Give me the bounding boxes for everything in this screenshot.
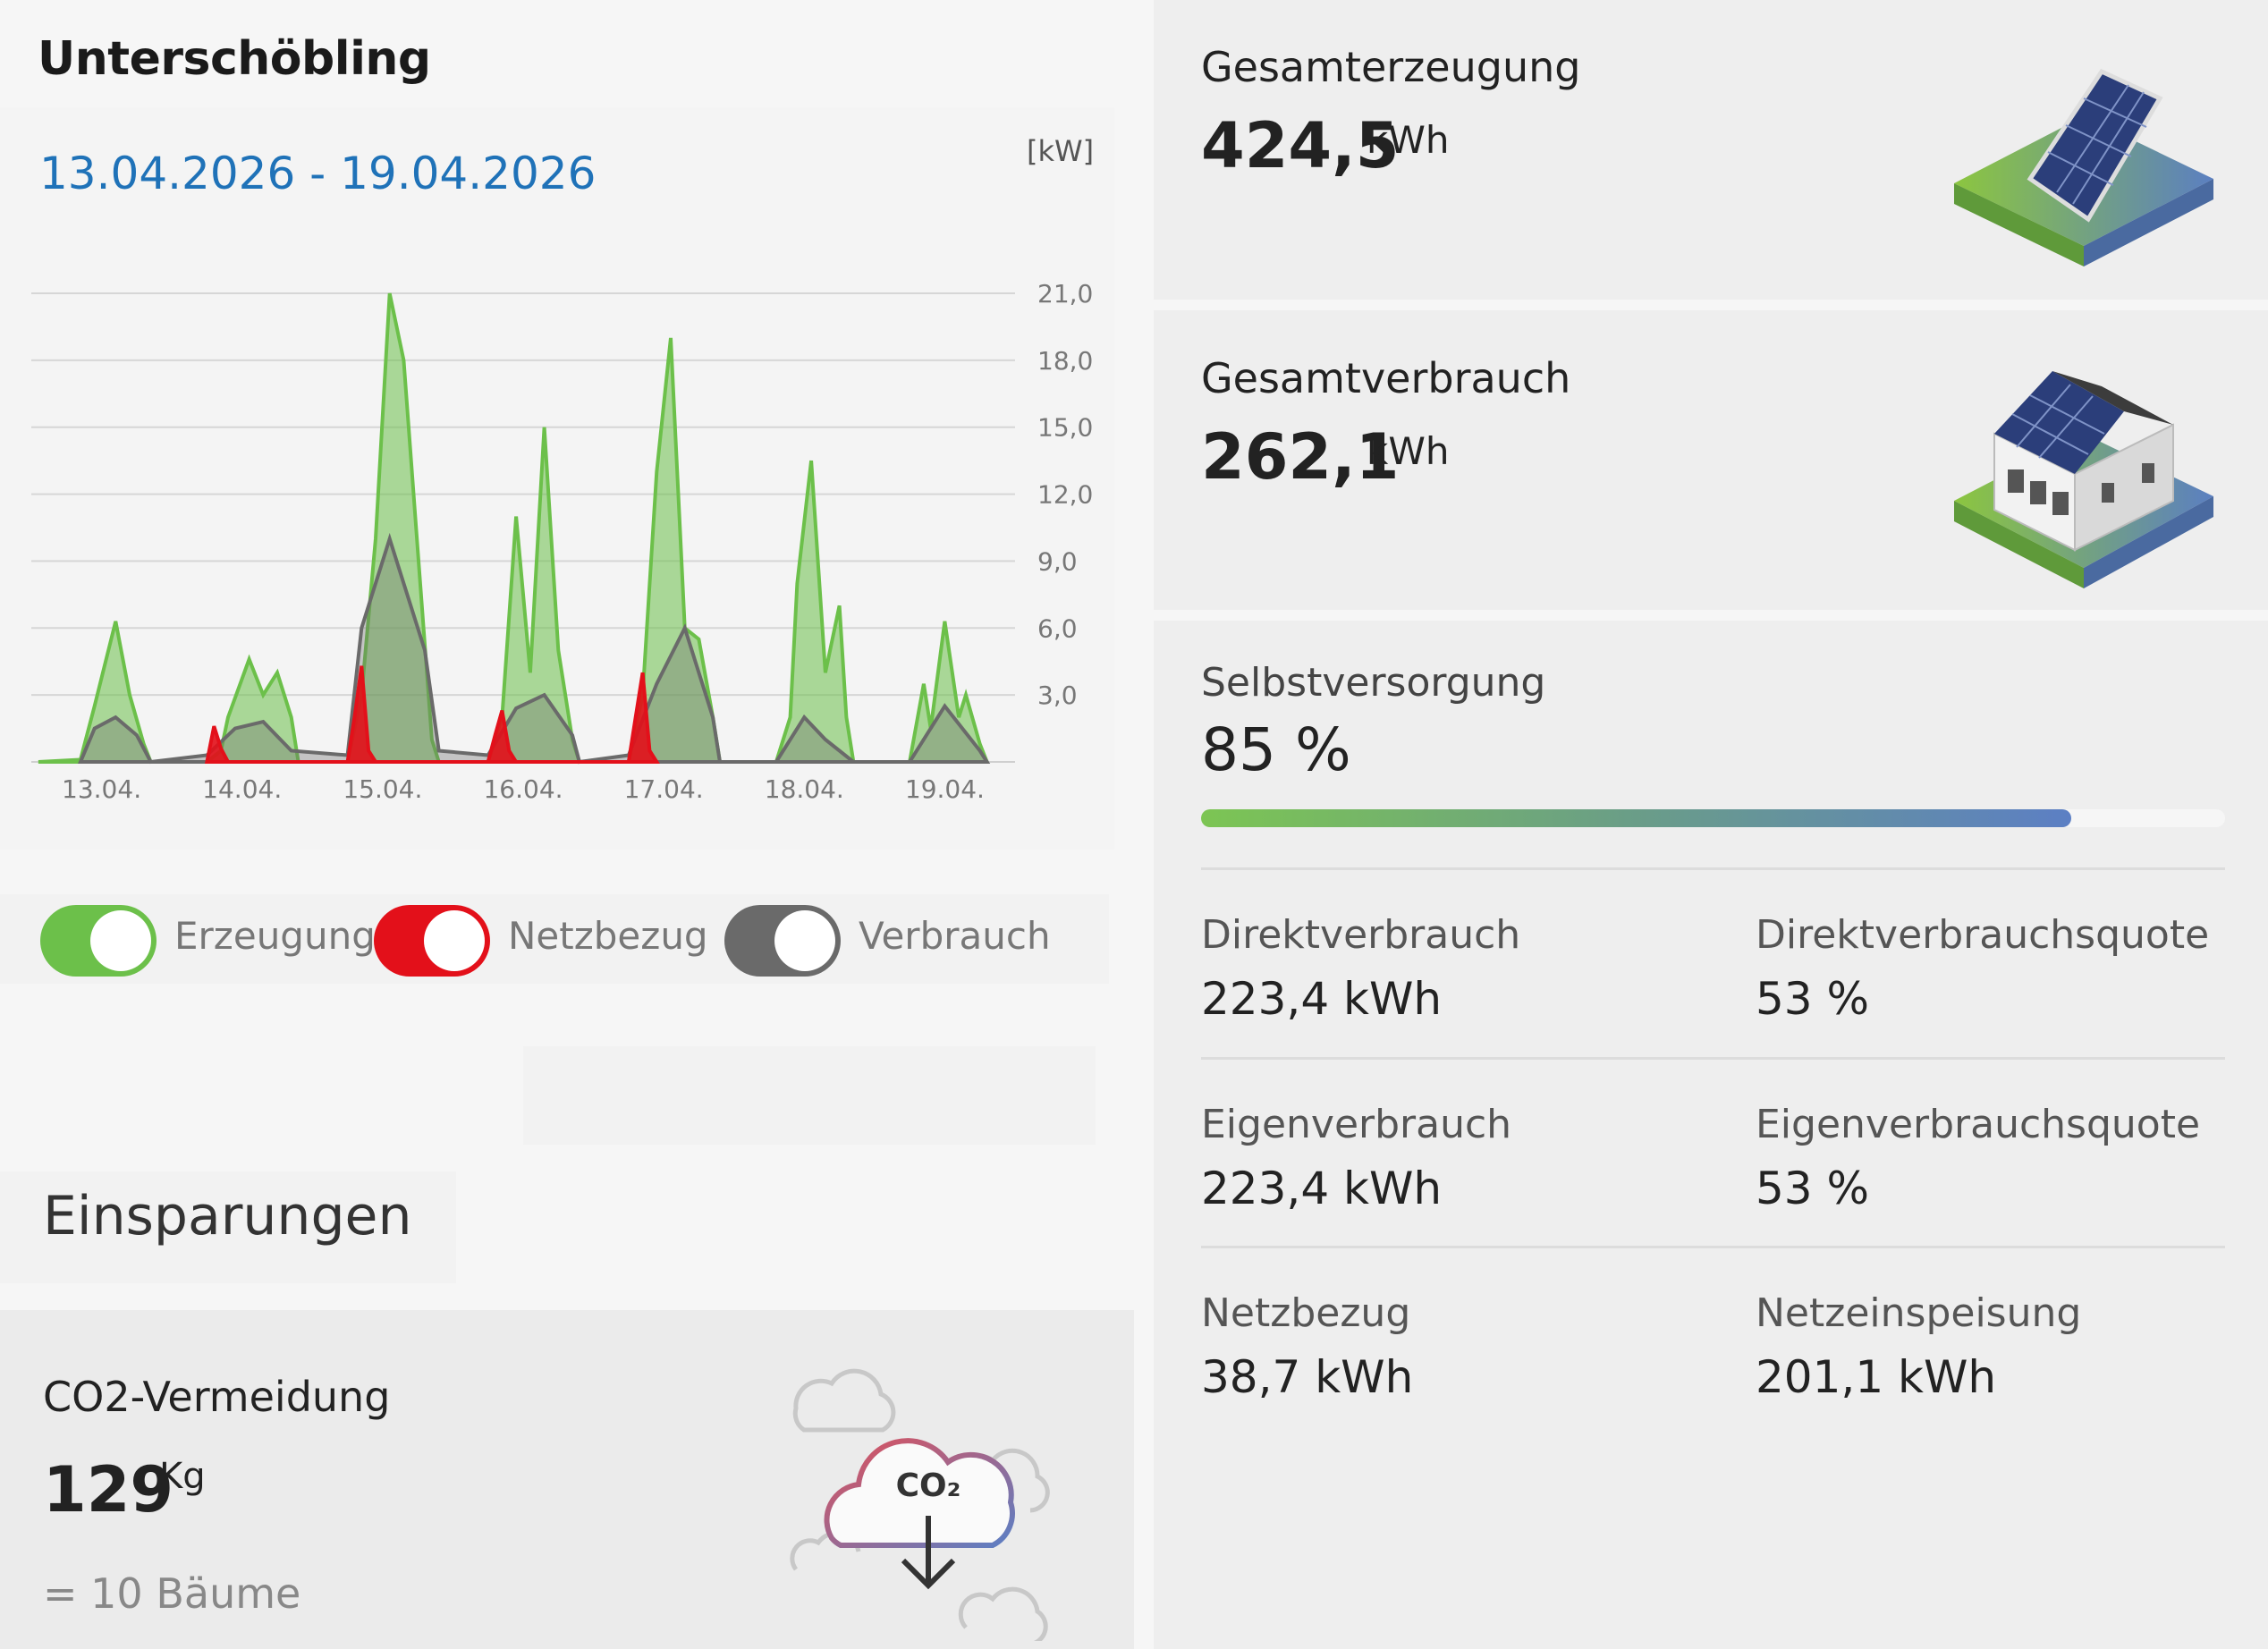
self-supply-progress-track: [1201, 809, 2225, 827]
x-tick-label: 15.04.: [343, 774, 422, 804]
divider: [1201, 1057, 2225, 1060]
chart-unit-label: [kW]: [1027, 134, 1095, 168]
y-tick-label: 18,0: [1037, 346, 1093, 376]
x-tick-label: 18.04.: [765, 774, 844, 804]
y-tick-label: 9,0: [1037, 546, 1078, 576]
savings-header: [0, 1171, 456, 1283]
series-area-netzbezug: [204, 665, 660, 764]
y-tick-label: 3,0: [1037, 681, 1078, 710]
grid-import-label: Netzbezug: [1201, 1290, 1411, 1336]
self-supply-progress-fill: [1201, 809, 2072, 827]
house-icon: [1954, 371, 2213, 588]
x-tick-label: 17.04.: [624, 774, 704, 804]
y-tick-label: 12,0: [1037, 480, 1093, 510]
series-area-erzeugung: [38, 292, 990, 764]
chart-series: [38, 292, 991, 765]
y-tick-label: 21,0: [1037, 279, 1093, 309]
toggle-knob: [424, 910, 485, 971]
co2-cloud-icon: CO₂: [790, 1368, 1050, 1641]
direct-consumption-value: 223,4 kWh: [1201, 973, 1443, 1025]
toggle-consumption[interactable]: [724, 905, 841, 977]
toggle-knob: [774, 910, 835, 971]
own-consumption-quota-label: Eigenverbrauchsquote: [1756, 1102, 2201, 1147]
production-total-value: 424,5: [1201, 109, 1400, 182]
solar-panel-icon: [1954, 68, 2213, 266]
toggle-production[interactable]: [40, 905, 157, 977]
co2-value: 129: [43, 1453, 174, 1526]
production-total-label: Gesamterzeugung: [1201, 43, 1581, 91]
toggle-knob: [90, 910, 151, 971]
consumption-total-value: 262,1: [1201, 420, 1400, 494]
self-supply-label: Selbstversorgung: [1201, 660, 1546, 706]
direct-consumption-label: Direktverbrauch: [1201, 912, 1521, 958]
energy-area-chart[interactable]: 13.04. 14.04. 15.04. 16.04. 17.04. 18.04. 19.0…: [0, 268, 1134, 823]
placeholder-panel: [523, 1046, 1096, 1145]
x-tick-label: 16.04.: [483, 774, 563, 804]
y-tick-label: 15,0: [1037, 413, 1093, 443]
site-title: Unterschöbling: [38, 32, 431, 86]
own-consumption-value: 223,4 kWh: [1201, 1163, 1443, 1214]
co2-trees-equivalent: = 10 Bäume: [43, 1569, 301, 1618]
date-range[interactable]: 13.04.2026 - 19.04.2026: [39, 148, 597, 199]
self-supply-value: 85 %: [1201, 715, 1351, 784]
divider: [1201, 867, 2225, 870]
toggle-label-grid: Netzbezug: [508, 914, 708, 958]
own-consumption-label: Eigenverbrauch: [1201, 1102, 1512, 1147]
co2-icon-label: CO₂: [896, 1467, 961, 1504]
grid-import-value: 38,7 kWh: [1201, 1351, 1414, 1403]
own-consumption-quota-value: 53 %: [1756, 1163, 1870, 1214]
consumption-total-label: Gesamtverbrauch: [1201, 354, 1571, 402]
toggle-grid[interactable]: [374, 905, 490, 977]
chart-x-axis: 13.04. 14.04. 15.04. 16.04. 17.04. 18.04. 19.0…: [62, 774, 985, 804]
self-supply-card: [1154, 621, 2268, 1649]
toggle-label-consumption: Verbrauch: [859, 914, 1051, 958]
direct-consumption-quota-value: 53 %: [1756, 973, 1870, 1025]
grid-feed-in-value: 201,1 kWh: [1756, 1351, 1997, 1403]
x-tick-label: 19.04.: [905, 774, 985, 804]
co2-title: CO2-Vermeidung: [43, 1373, 391, 1421]
production-total-unit: kWh: [1367, 118, 1450, 162]
grid-feed-in-label: Netzeinspeisung: [1756, 1290, 2082, 1336]
savings-title: Einsparungen: [43, 1185, 412, 1247]
consumption-total-unit: kWh: [1367, 429, 1450, 473]
series-area-verbrauch: [77, 532, 991, 765]
y-tick-label: 6,0: [1037, 613, 1078, 643]
x-tick-label: 13.04.: [62, 774, 141, 804]
chart-legend: [0, 894, 1109, 984]
co2-unit: Kg: [159, 1456, 206, 1497]
chart-y-axis: 21,0 18,0 15,0 12,0 9,0 6,0 3,0: [1037, 279, 1093, 710]
direct-consumption-quota-label: Direktverbrauchsquote: [1756, 912, 2210, 958]
divider: [1201, 1246, 2225, 1248]
toggle-label-production: Erzeugung: [174, 914, 376, 958]
x-tick-label: 14.04.: [202, 774, 282, 804]
